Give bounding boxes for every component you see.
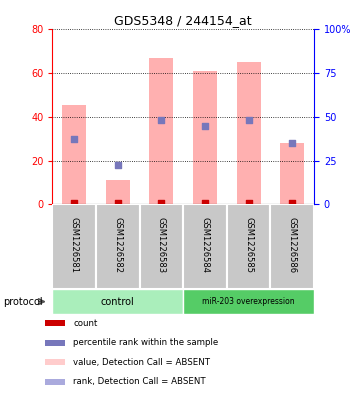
Text: GSM1226582: GSM1226582 [113, 217, 122, 273]
Bar [45, 359, 65, 365]
Point [202, 123, 208, 129]
Bar [183, 289, 314, 314]
Point [71, 200, 77, 206]
Point [202, 200, 208, 206]
Text: value, Detection Call = ABSENT: value, Detection Call = ABSENT [74, 358, 210, 367]
Text: GSM1226583: GSM1226583 [157, 217, 166, 273]
Bar [280, 143, 304, 204]
Text: control: control [101, 297, 135, 307]
Bar [45, 320, 65, 326]
Bar [45, 378, 65, 385]
Title: GDS5348 / 244154_at: GDS5348 / 244154_at [114, 14, 252, 27]
Point [290, 140, 295, 146]
Bar [52, 204, 96, 289]
Text: GSM1226581: GSM1226581 [70, 217, 79, 273]
Bar [52, 289, 183, 314]
Point [158, 200, 164, 206]
Text: protocol: protocol [4, 297, 43, 307]
Bar [96, 204, 140, 289]
Bar [45, 340, 65, 346]
Bar [270, 204, 314, 289]
Bar [106, 180, 130, 204]
Text: GSM1226585: GSM1226585 [244, 217, 253, 273]
Bar [193, 71, 217, 204]
Bar [140, 204, 183, 289]
Point [290, 200, 295, 206]
Point [246, 117, 252, 123]
Text: rank, Detection Call = ABSENT: rank, Detection Call = ABSENT [74, 377, 206, 386]
Bar [237, 62, 261, 204]
Point [246, 200, 252, 206]
Point [158, 117, 164, 123]
Point [71, 136, 77, 142]
Bar [183, 204, 227, 289]
Point [115, 200, 121, 206]
Text: miR-203 overexpression: miR-203 overexpression [202, 297, 295, 306]
Bar [62, 105, 86, 204]
Bar [149, 58, 173, 204]
Text: percentile rank within the sample: percentile rank within the sample [74, 338, 219, 347]
Point [115, 162, 121, 168]
Text: GSM1226586: GSM1226586 [288, 217, 297, 273]
Text: GSM1226584: GSM1226584 [200, 217, 209, 273]
Text: count: count [74, 319, 98, 328]
Bar [227, 204, 270, 289]
